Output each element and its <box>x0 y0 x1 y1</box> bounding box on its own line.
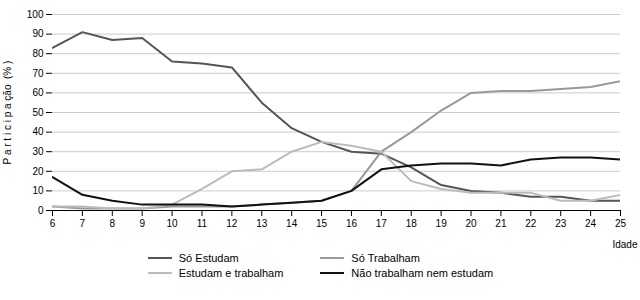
svg-text:19: 19 <box>436 218 448 229</box>
svg-text:11: 11 <box>197 218 208 229</box>
svg-text:10: 10 <box>167 218 179 229</box>
svg-text:12: 12 <box>226 218 238 229</box>
svg-text:20: 20 <box>32 166 44 177</box>
svg-text:8: 8 <box>110 218 116 229</box>
svg-text:7: 7 <box>80 218 86 229</box>
svg-text:50: 50 <box>32 107 44 118</box>
svg-text:100: 100 <box>27 9 44 20</box>
svg-text:25: 25 <box>615 218 627 229</box>
svg-text:22: 22 <box>525 218 537 229</box>
svg-text:20: 20 <box>465 218 477 229</box>
svg-text:70: 70 <box>32 68 44 79</box>
svg-text:13: 13 <box>256 218 268 229</box>
svg-text:15: 15 <box>316 218 328 229</box>
svg-text:60: 60 <box>32 87 44 98</box>
html-text:Não trabalham nem estudam: Não trabalham nem estudam <box>351 267 494 279</box>
svg-text:6: 6 <box>50 218 56 229</box>
svg-text:40: 40 <box>32 126 44 137</box>
svg-text:24: 24 <box>585 218 597 229</box>
svg-text:30: 30 <box>32 146 44 157</box>
svg-text:10: 10 <box>32 185 44 196</box>
svg-text:18: 18 <box>406 218 418 229</box>
svg-text:80: 80 <box>32 48 44 59</box>
svg-text:14: 14 <box>286 218 298 229</box>
svg-text:23: 23 <box>555 218 567 229</box>
svg-text:9: 9 <box>139 218 145 229</box>
svg-text:16: 16 <box>346 218 358 229</box>
html-text:Só Estudam: Só Estudam <box>178 252 239 264</box>
svg-text:90: 90 <box>32 28 44 39</box>
svg-text:Idade: Idade <box>612 239 637 250</box>
svg-text:P a r t i c i p a ção (% ): P a r t i c i p a ção (% ) <box>2 61 13 165</box>
html-text:Estudam e trabalham: Estudam e trabalham <box>178 267 284 279</box>
svg-text:0: 0 <box>38 205 44 216</box>
html-text:Só Trabalham: Só Trabalham <box>351 252 420 264</box>
svg-text:21: 21 <box>495 218 507 229</box>
svg-text:17: 17 <box>376 218 388 229</box>
